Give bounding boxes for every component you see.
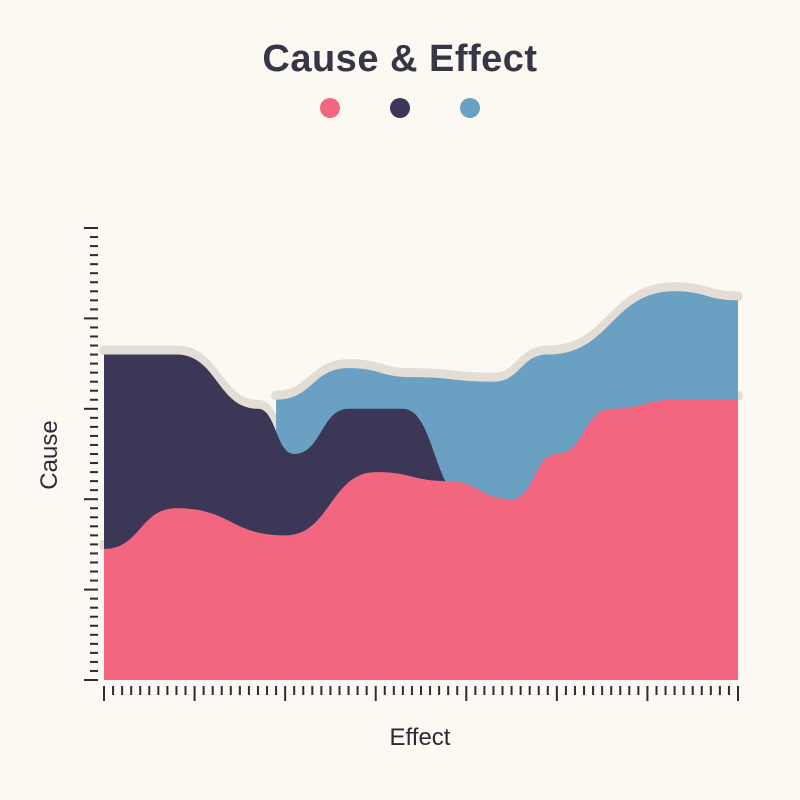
legend-dot-pink xyxy=(320,98,340,118)
legend-dot-blue xyxy=(460,98,480,118)
legend-dot-navy xyxy=(390,98,410,118)
series-areas xyxy=(104,291,738,680)
axes xyxy=(84,227,739,701)
legend xyxy=(0,98,800,118)
x-axis-label: Effect xyxy=(389,724,451,751)
series-pink-area xyxy=(104,399,738,680)
series-blue-shadow xyxy=(271,282,743,401)
y-axis-label: Cause xyxy=(36,420,63,490)
chart-title: Cause & Effect xyxy=(262,38,538,80)
